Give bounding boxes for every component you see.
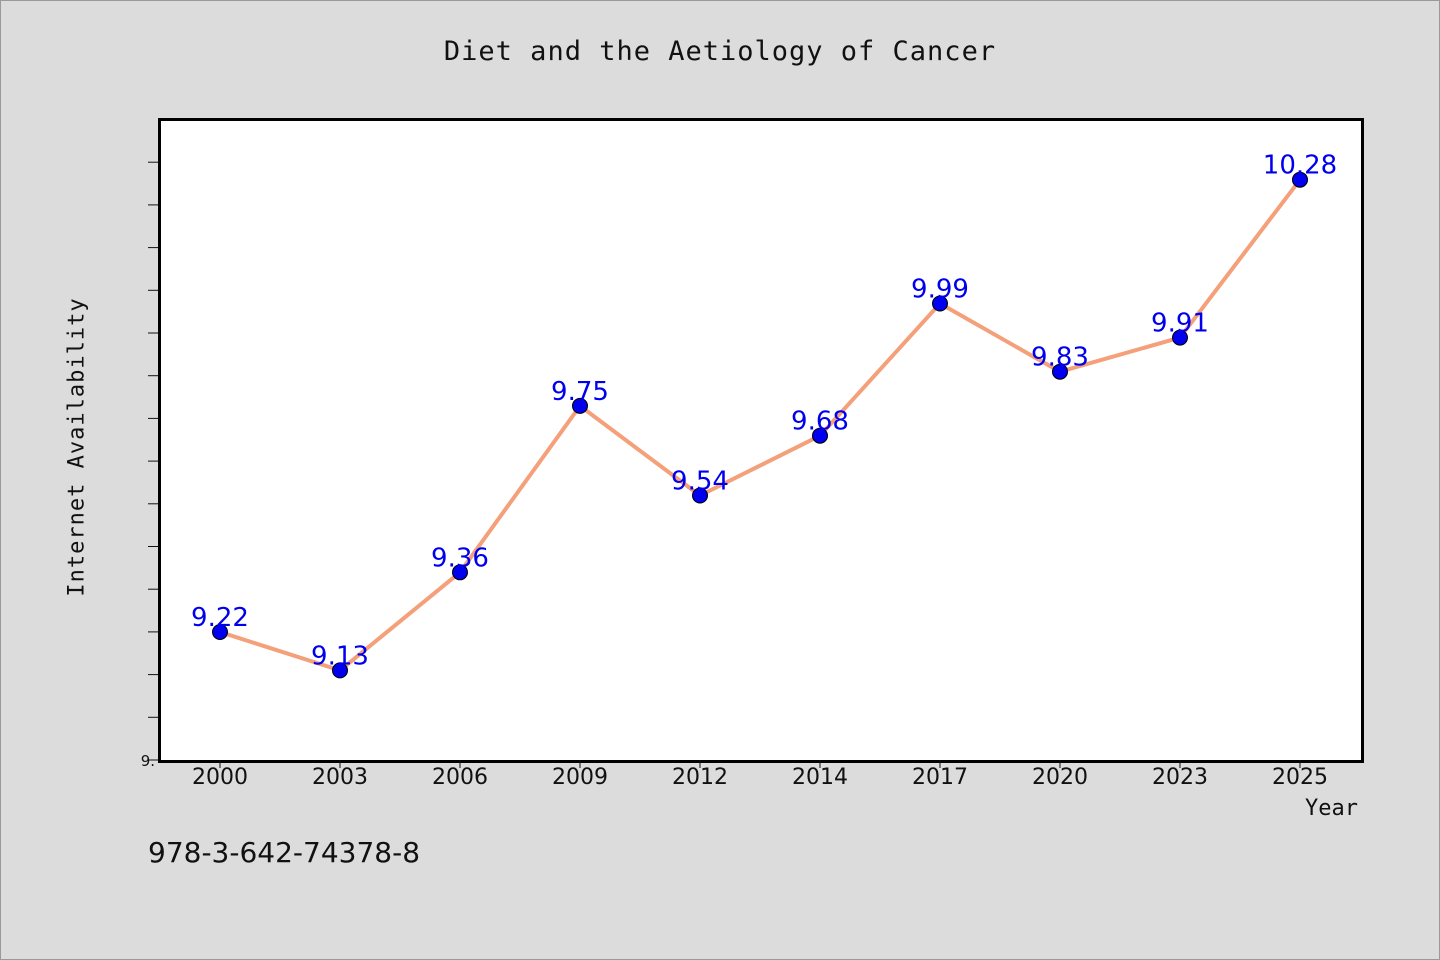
x-tick-label: 2009 [552, 765, 608, 790]
x-axis-label: Year [1305, 796, 1358, 821]
data-point [332, 662, 348, 679]
data-label: 9.75 [551, 377, 609, 407]
data-point [1172, 329, 1188, 346]
data-label: 9.54 [671, 467, 729, 497]
data-point [212, 624, 228, 640]
x-tick-label: 2012 [672, 765, 728, 790]
x-tick-label: 2017 [912, 765, 968, 790]
data-label: 9.13 [311, 641, 369, 671]
x-tick-label: 2023 [1152, 765, 1208, 790]
data-label: 9.83 [1031, 343, 1089, 373]
chart-title: Diet and the Aetiology of Cancer [443, 36, 997, 67]
data-label: 9.99 [911, 275, 969, 305]
data-label: 9.36 [431, 543, 489, 573]
data-label: 10.28 [1263, 151, 1337, 181]
data-label: 9.91 [1151, 309, 1209, 339]
x-tick-label: 2014 [792, 765, 848, 790]
y-tick-label: 9. [141, 752, 155, 770]
data-label: 9.68 [791, 407, 849, 437]
data-point [572, 397, 588, 414]
isbn-text: 978-3-642-74378-8 [148, 836, 421, 869]
x-tick-label: 2025 [1272, 765, 1328, 790]
data-point [692, 487, 708, 504]
x-tick-label: 2006 [432, 765, 488, 790]
data-point [812, 427, 828, 444]
data-label: 9.22 [191, 603, 249, 633]
x-tick-label: 2020 [1032, 765, 1088, 790]
data-point [1052, 363, 1068, 380]
data-point [452, 564, 468, 581]
x-tick-label: 2000 [192, 765, 248, 790]
data-point [1292, 171, 1308, 188]
x-tick-label: 2003 [312, 765, 368, 790]
series-line [218, 177, 1302, 673]
data-point [932, 295, 948, 312]
